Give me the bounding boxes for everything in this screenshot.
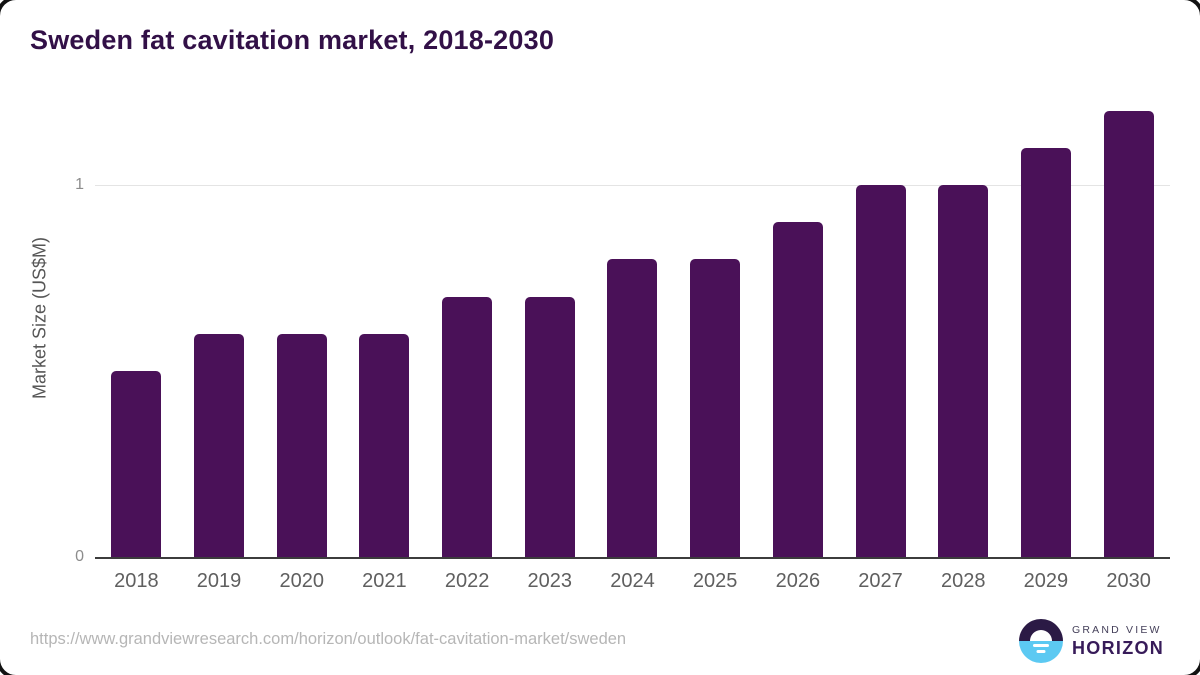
bar-2018[interactable] <box>111 371 162 557</box>
x-axis-tick-2022: 2022 <box>444 570 490 592</box>
bar-2028[interactable] <box>938 185 989 557</box>
x-axis-labels: 2018 2019 2020 2021 2022 2023 2024 2025 2026 2027… <box>95 570 1170 593</box>
x-axis-tick-2025: 2025 <box>692 570 738 592</box>
y-axis-tick-1: 1 <box>75 176 84 193</box>
bar-slot <box>757 185 840 557</box>
x-axis-tick-2021: 2021 <box>362 570 407 592</box>
x-axis-tick-2027: 2027 <box>858 570 903 592</box>
bar-slot <box>178 185 261 557</box>
x-axis-tick-2018: 2018 <box>114 570 159 592</box>
x-axis-tick-2029: 2029 <box>1023 570 1069 592</box>
bar-2024[interactable] <box>607 259 658 557</box>
bar-slot <box>426 185 509 557</box>
sun-shape <box>1030 630 1052 641</box>
sun-reflection-line <box>1036 650 1046 653</box>
x-axis-tick-2023: 2023 <box>527 570 573 592</box>
bar-2022[interactable] <box>442 296 493 557</box>
gridline-y1 <box>95 185 1170 186</box>
bar-2027[interactable] <box>855 185 906 557</box>
logo-text-grand-view: GRAND VIEW <box>1072 623 1162 636</box>
bar-2029[interactable] <box>1020 147 1071 557</box>
x-axis-tick-2020: 2020 <box>279 570 324 592</box>
bar-slot <box>922 185 1005 557</box>
source-url: https://www.grandviewresearch.com/horizo… <box>30 630 627 648</box>
bar-2021[interactable] <box>359 333 410 557</box>
bar-slot <box>260 185 343 557</box>
x-axis-tick-2019: 2019 <box>196 570 242 592</box>
bar-2026[interactable] <box>772 222 823 557</box>
logo-text-horizon: HORIZON <box>1072 637 1165 658</box>
bar-2019[interactable] <box>194 333 245 557</box>
bar-series <box>95 110 1170 557</box>
x-axis-tick-2028: 2028 <box>940 570 986 592</box>
bar-slot <box>343 185 426 557</box>
grandview-horizon-logo: GRAND VIEW HORIZON <box>1019 619 1164 663</box>
bar-2025[interactable] <box>690 259 741 557</box>
bar-slot <box>674 185 757 557</box>
x-axis-tick-2024: 2024 <box>610 570 655 592</box>
y-axis-tick-0: 0 <box>75 548 84 565</box>
bar-2023[interactable] <box>524 296 575 557</box>
bar-slot <box>1005 147 1088 557</box>
chart-title: Sweden fat cavitation market, 2018-2030 <box>30 25 555 55</box>
bar-2020[interactable] <box>276 333 327 557</box>
plot-area <box>95 110 1170 559</box>
sun-reflection-line <box>1033 644 1049 647</box>
bar-slot <box>95 185 178 557</box>
bar-slot <box>508 185 591 557</box>
x-axis-tick-2026: 2026 <box>775 570 821 592</box>
logo-text: GRAND VIEW HORIZON <box>1072 624 1164 659</box>
bar-2030[interactable] <box>1103 110 1154 557</box>
bar-slot <box>591 185 674 557</box>
horizon-sun-logo-icon <box>1019 619 1063 663</box>
bar-slot <box>839 185 922 557</box>
x-axis-tick-2030: 2030 <box>1106 570 1151 592</box>
y-axis-label: Market Size (US$M) <box>29 236 50 400</box>
bar-slot <box>1087 110 1170 557</box>
